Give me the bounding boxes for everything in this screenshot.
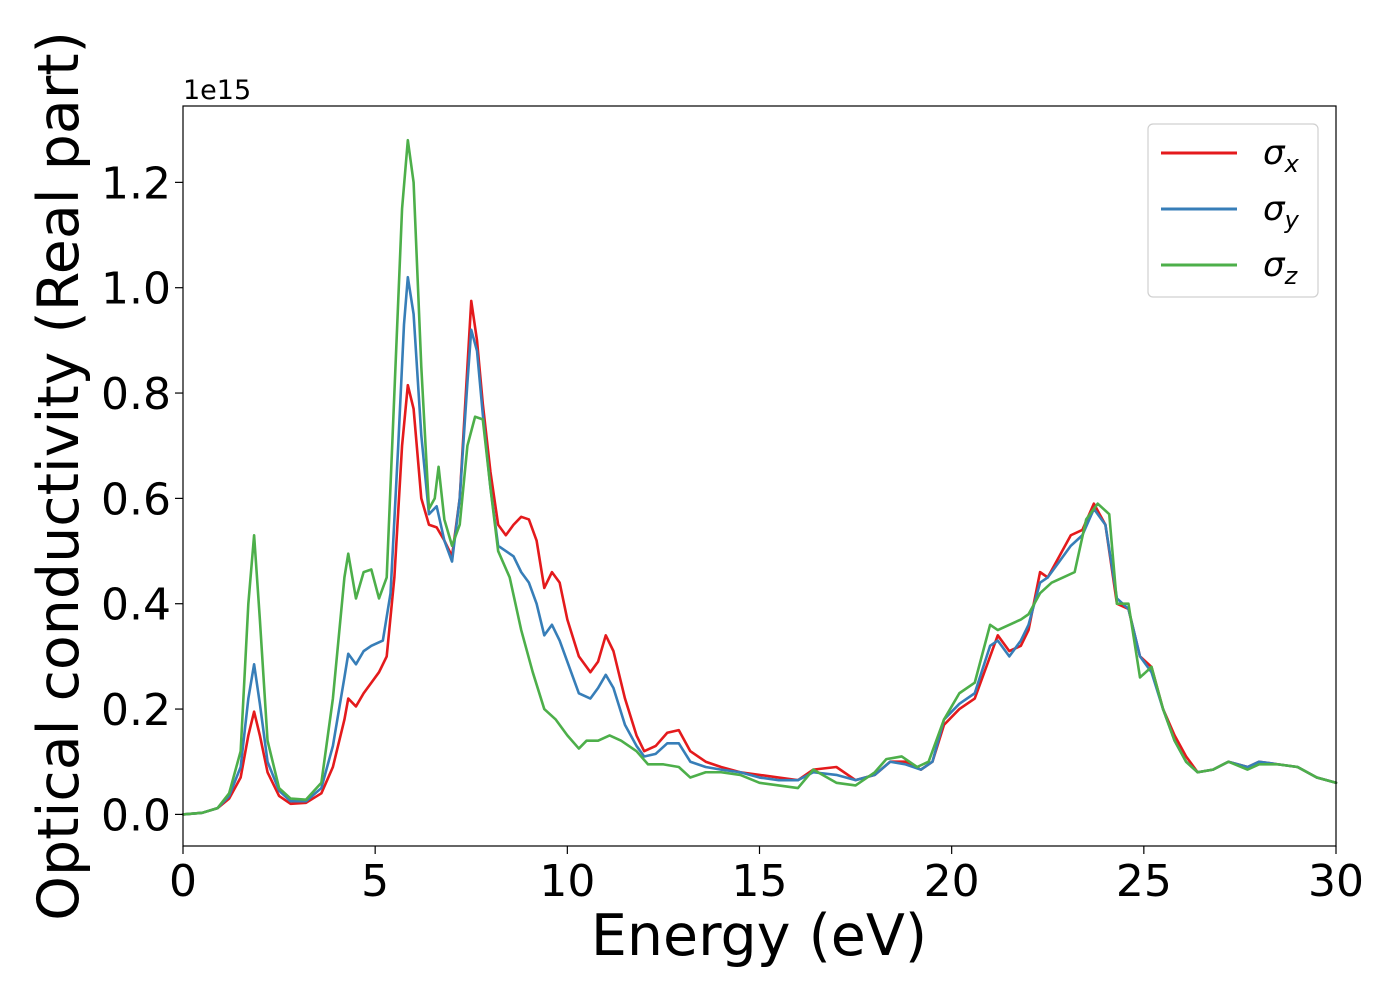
x-tick-label: 30 <box>1308 856 1364 907</box>
x-tick-label: 10 <box>539 856 595 907</box>
x-axis-title: Energy (eV) <box>591 903 927 969</box>
y-tick-label: 1.2 <box>101 158 171 209</box>
x-tick-label: 0 <box>169 856 197 907</box>
x-tick-label: 15 <box>732 856 788 907</box>
series-line-x <box>181 299 1338 816</box>
y-tick-label: 0.6 <box>101 474 171 525</box>
series-line-z <box>181 138 1338 816</box>
series-layer <box>181 138 1338 816</box>
x-tick-label: 20 <box>924 856 980 907</box>
y-axis-ticks: 0.0 0.2 0.4 0.6 0.8 1.0 1.2 <box>101 158 183 841</box>
y-tick-label: 1.0 <box>101 264 171 315</box>
y-offset-label: 1e15 <box>183 75 251 106</box>
x-tick-label: 25 <box>1116 856 1172 907</box>
x-axis-ticks: 0 5 10 15 20 25 30 <box>169 846 1364 907</box>
y-tick-label: 0.0 <box>101 790 171 841</box>
y-tick-label: 0.8 <box>101 369 171 420</box>
y-tick-label: 0.2 <box>101 685 171 736</box>
y-axis-title: Optical conductivity (Real part) <box>26 31 92 921</box>
x-tick-label: 5 <box>361 856 389 907</box>
y-tick-label: 0.4 <box>101 580 171 631</box>
plot-background <box>183 106 1336 846</box>
